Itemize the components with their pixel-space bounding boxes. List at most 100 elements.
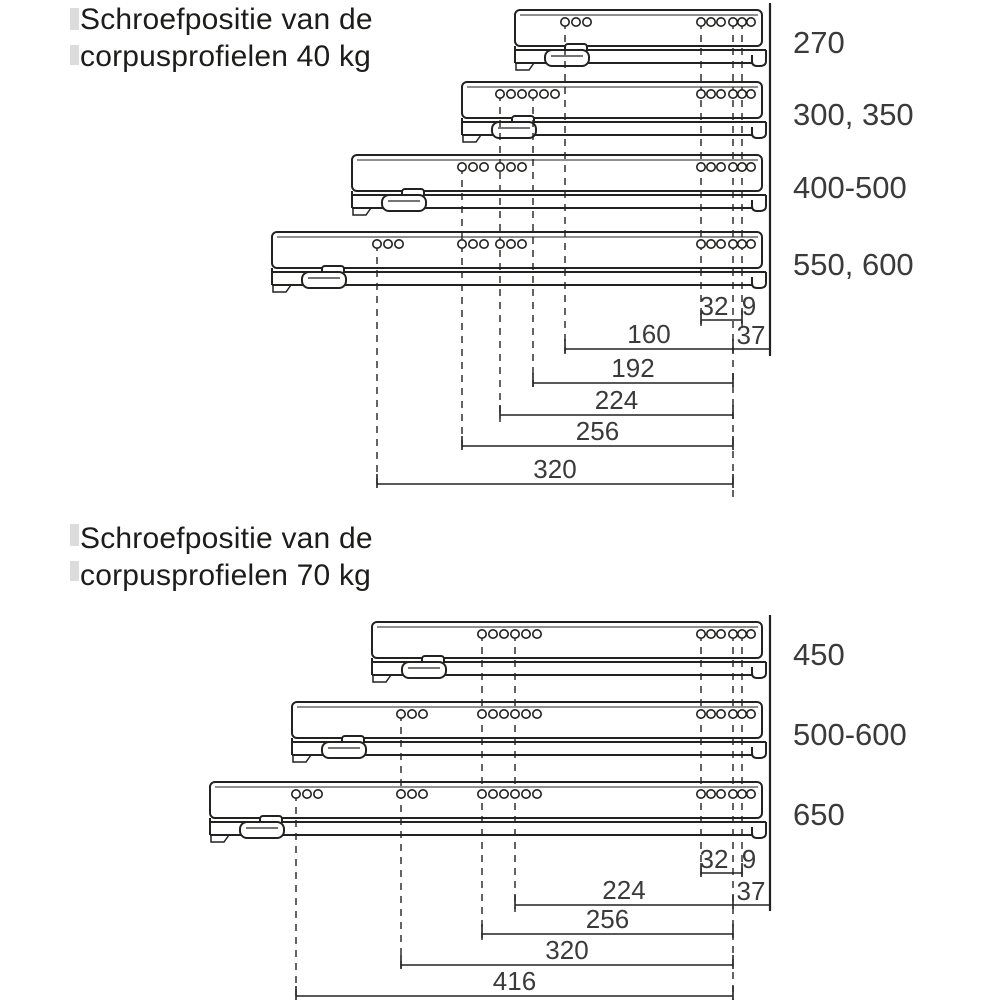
release-latch: [239, 821, 285, 839]
dimension-label-160: 160: [627, 319, 670, 349]
title-accent-bar: [70, 8, 79, 30]
screw-hole-group-160: [559, 16, 570, 27]
screw-hole-group-416: [312, 788, 323, 799]
screw-hole-group-rear-left: [705, 162, 716, 173]
rail-length-label-270: 270: [793, 25, 845, 60]
dimension-label-256: 256: [576, 416, 619, 446]
release-latch: [491, 121, 537, 139]
rail-front-foot: [352, 207, 372, 216]
screw-hole-group-256: [467, 162, 478, 173]
screw-hole-group-256: [476, 628, 487, 639]
screw-hole-group-rear-right: [727, 628, 738, 639]
screw-hole-group-224: [520, 788, 531, 799]
rail-rear-hook: [751, 272, 767, 289]
screw-hole-group-rear-left: [705, 708, 716, 719]
screw-hole-group-rear-left: [715, 16, 726, 27]
dimension-label-416: 416: [493, 966, 536, 996]
screw-hole-group-224: [516, 239, 527, 250]
screw-hole-group-rear-right: [727, 708, 738, 719]
screw-hole-group-rear-left: [695, 628, 706, 639]
screw-hole-group-rear-right: [736, 788, 747, 799]
screw-hole-group-224: [520, 708, 531, 719]
screw-hole-group-rear-right: [736, 708, 747, 719]
screw-hole-group-256: [487, 788, 498, 799]
rail-length-label-650: 650: [793, 797, 845, 832]
rail-body-300, 350: [461, 81, 763, 119]
rail-rear-hook: [751, 822, 767, 839]
dimension-label-192: 192: [611, 353, 654, 383]
dimension-label-9: 9: [742, 291, 756, 321]
screw-hole-group-rear-left: [705, 89, 716, 100]
screw-hole-group-rear-left: [695, 162, 706, 173]
release-latch: [321, 741, 367, 759]
screw-hole-group-224: [505, 162, 516, 173]
dimension-label-37: 37: [737, 320, 766, 350]
screw-hole-group-224: [505, 239, 516, 250]
screw-hole-group-rear-left: [715, 628, 726, 639]
screw-hole-group-rear-right: [727, 89, 738, 100]
screw-hole-group-rear-right: [745, 16, 756, 27]
rail-body-650: [209, 781, 763, 819]
rail-rear-hook: [751, 662, 767, 679]
screw-hole-group-rear-right: [736, 89, 747, 100]
screw-hole-group-320: [395, 788, 406, 799]
screw-hole-group-224: [520, 628, 531, 639]
screw-hole-group-rear-left: [715, 708, 726, 719]
screw-hole-group-rear-left: [705, 16, 716, 27]
screw-hole-group-256: [498, 708, 509, 719]
title-accent-bar: [70, 561, 79, 581]
screw-hole-group-256: [456, 239, 467, 250]
screw-hole-group-rear-right: [727, 788, 738, 799]
screw-hole-group-rear-right: [736, 628, 747, 639]
screw-hole-group-320: [371, 239, 382, 250]
screw-hole-group-224: [509, 788, 520, 799]
screw-hole-group-256: [467, 239, 478, 250]
rail-length-label-500-600: 500-600: [793, 717, 907, 752]
section-title-40kg-line1: Schroefpositie van de: [80, 3, 373, 36]
screw-hole-group-rear-left: [715, 788, 726, 799]
screw-hole-group-320: [406, 708, 417, 719]
screw-hole-group-256: [478, 239, 489, 250]
release-latch: [401, 661, 447, 679]
dimension-label-32: 32: [700, 291, 729, 321]
screw-hole-group-rear-right: [736, 162, 747, 173]
screw-hole-group-256: [487, 628, 498, 639]
title-accent-bar: [70, 524, 79, 546]
screw-hole-group-256: [476, 708, 487, 719]
screw-hole-group-rear-left: [715, 89, 726, 100]
screw-hole-group-rear-right: [745, 788, 756, 799]
screw-hole-group-224: [509, 708, 520, 719]
screw-hole-group-256: [456, 162, 467, 173]
screw-hole-group-224: [505, 89, 516, 100]
screw-hole-group-224: [509, 628, 520, 639]
section-title-40kg-line2: corpusprofielen 40 kg: [80, 40, 372, 73]
rail-body-400-500: [351, 154, 763, 192]
screw-hole-group-224: [494, 89, 505, 100]
rail-front-foot: [210, 834, 230, 843]
screw-hole-group-224: [516, 89, 527, 100]
screw-hole-group-192: [538, 89, 549, 100]
rail-length-label-400-500: 400-500: [793, 170, 907, 205]
screw-hole-group-416: [290, 788, 301, 799]
screw-hole-group-224: [531, 788, 542, 799]
dimension-label-9: 9: [742, 844, 756, 874]
screw-hole-group-rear-right: [727, 162, 738, 173]
release-latch: [381, 194, 427, 212]
screw-hole-group-rear-right: [745, 162, 756, 173]
screw-hole-group-256: [476, 788, 487, 799]
screw-hole-group-192: [549, 89, 560, 100]
screw-hole-group-rear-right: [727, 239, 738, 250]
rail-rear-hook: [751, 50, 767, 67]
dimension-label-37: 37: [737, 876, 766, 906]
dimension-label-32: 32: [700, 844, 729, 874]
rail-rear-hook: [751, 742, 767, 759]
screw-hole-group-256: [498, 628, 509, 639]
screw-hole-group-256: [478, 162, 489, 173]
rail-rear-hook: [751, 195, 767, 212]
section-title-70kg-line2: corpusprofielen 70 kg: [80, 559, 372, 592]
screw-hole-group-160: [581, 16, 592, 27]
dimension-label-224: 224: [595, 385, 638, 415]
screw-hole-group-rear-right: [745, 89, 756, 100]
rail-body-550, 600: [271, 231, 763, 269]
